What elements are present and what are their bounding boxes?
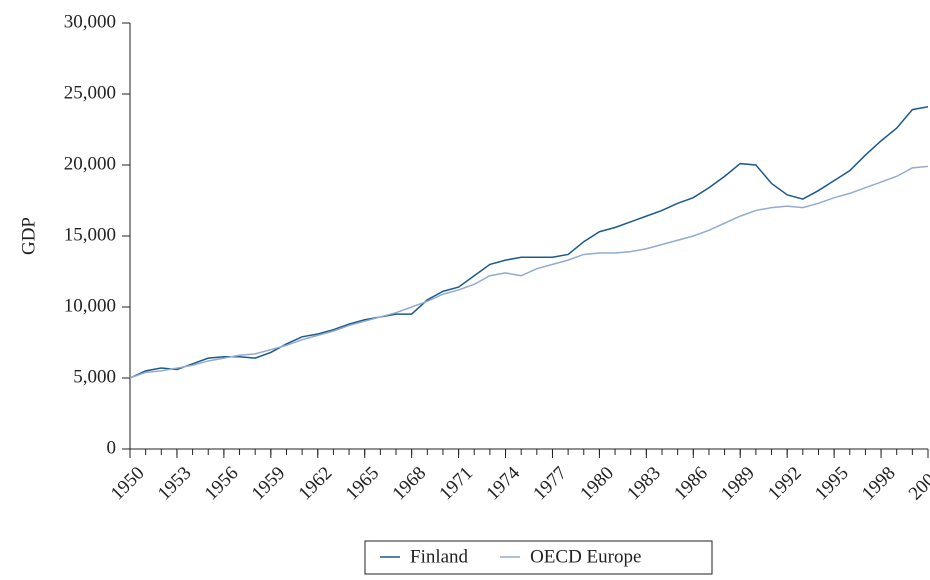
- y-axis-label: GDP: [18, 217, 39, 255]
- y-tick-label: 5,000: [73, 366, 116, 387]
- x-tick-label: 1953: [154, 463, 196, 505]
- x-tick-label: 1977: [529, 463, 571, 505]
- x-tick-label: 1995: [811, 463, 853, 505]
- x-tick-label: 1962: [295, 463, 337, 505]
- x-tick-label: 1968: [389, 463, 431, 505]
- x-tick-label: 1956: [201, 463, 243, 505]
- legend: Finland OECD Europe: [364, 540, 713, 575]
- x-tick-label: 1971: [435, 463, 477, 505]
- x-tick-label: 2001: [905, 463, 930, 505]
- legend-label: OECD Europe: [530, 546, 641, 567]
- y-tick-label: 15,000: [64, 224, 116, 245]
- y-tick-label: 25,000: [64, 82, 116, 103]
- x-tick-label: 1989: [717, 463, 759, 505]
- x-tick-label: 1965: [342, 463, 384, 505]
- x-tick-label: 1950: [107, 463, 149, 505]
- series-line: [129, 106, 929, 379]
- x-tick-label: 1983: [623, 463, 665, 505]
- legend-box: [364, 540, 713, 575]
- y-tick-label: 0: [107, 437, 117, 458]
- y-tick-label: 20,000: [64, 153, 116, 174]
- x-tick-label: 1959: [248, 463, 290, 505]
- y-tick-label: 10,000: [64, 295, 116, 316]
- legend-label: Finland: [410, 546, 469, 567]
- y-tick-label: 30,000: [64, 11, 116, 32]
- x-tick-label: 1992: [764, 463, 806, 505]
- x-tick-label: 1986: [670, 463, 712, 505]
- x-tick-label: 1980: [576, 463, 618, 505]
- x-tick-label: 1974: [482, 462, 524, 504]
- x-tick-label: 1998: [858, 463, 900, 505]
- series-line: [129, 165, 929, 379]
